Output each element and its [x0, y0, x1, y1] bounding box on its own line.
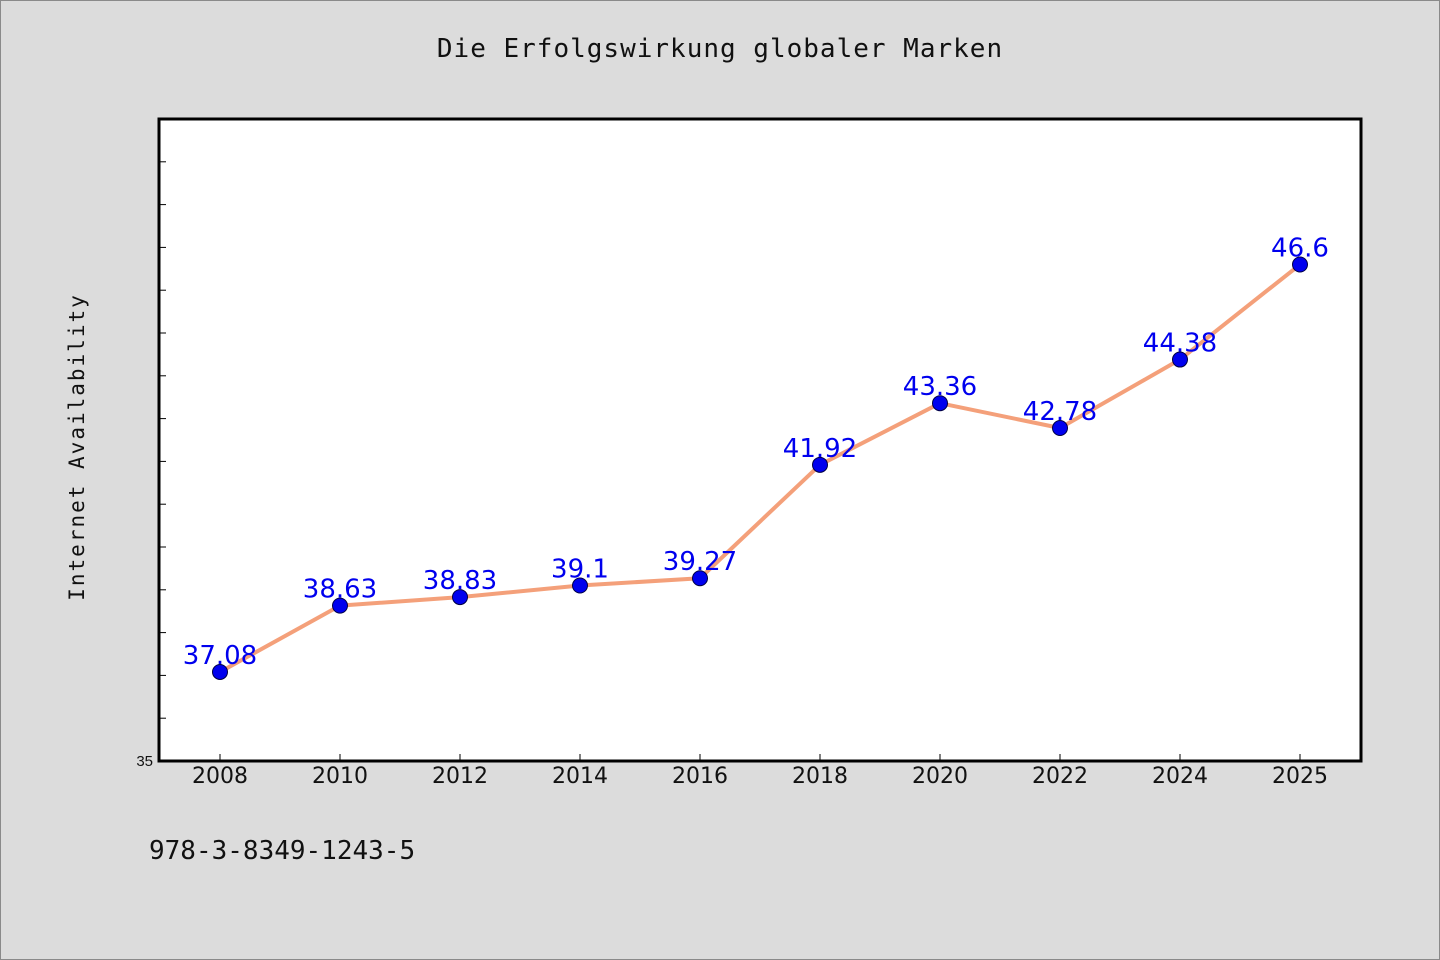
data-label: 39.27 — [663, 547, 737, 577]
data-point — [1172, 351, 1188, 368]
x-tick-label: 2008 — [192, 764, 248, 789]
data-point — [212, 663, 228, 680]
data-point — [932, 395, 948, 412]
x-tick-label: 2025 — [1272, 764, 1328, 789]
data-label: 42.78 — [1023, 397, 1097, 427]
x-tick-label: 2022 — [1032, 764, 1088, 789]
data-label: 38.83 — [423, 566, 497, 596]
x-tick-label: 2024 — [1152, 764, 1208, 789]
x-tick-label: 2012 — [432, 764, 488, 789]
data-point — [812, 456, 828, 473]
data-point — [1052, 420, 1068, 437]
data-label: 38.63 — [303, 575, 377, 605]
y-tick-label: 35 — [136, 753, 153, 770]
data-point — [1292, 256, 1308, 273]
data-point — [452, 589, 468, 606]
x-tick-label: 2016 — [672, 764, 728, 789]
plot-area — [159, 119, 1361, 761]
x-tick-label: 2014 — [552, 764, 608, 789]
data-label: 46.6 — [1271, 234, 1329, 264]
x-tick-label: 2020 — [912, 764, 968, 789]
data-label: 39.1 — [551, 555, 609, 585]
chart-title: Die Erfolgswirkung globaler Marken — [436, 34, 1004, 64]
x-tick-label: 2010 — [312, 764, 368, 789]
data-point — [332, 597, 348, 614]
series-line — [218, 262, 1302, 674]
data-point — [692, 570, 708, 587]
data-label: 43.36 — [903, 372, 977, 402]
data-label: 44.38 — [1143, 329, 1217, 359]
isbn-text: 978-3-8349-1243-5 — [149, 836, 416, 866]
data-label: 41.92 — [783, 434, 857, 464]
data-point — [572, 577, 588, 594]
plot-border — [157, 117, 1363, 763]
x-tick-label: 2018 — [792, 764, 848, 789]
data-label: 37.08 — [183, 641, 257, 671]
